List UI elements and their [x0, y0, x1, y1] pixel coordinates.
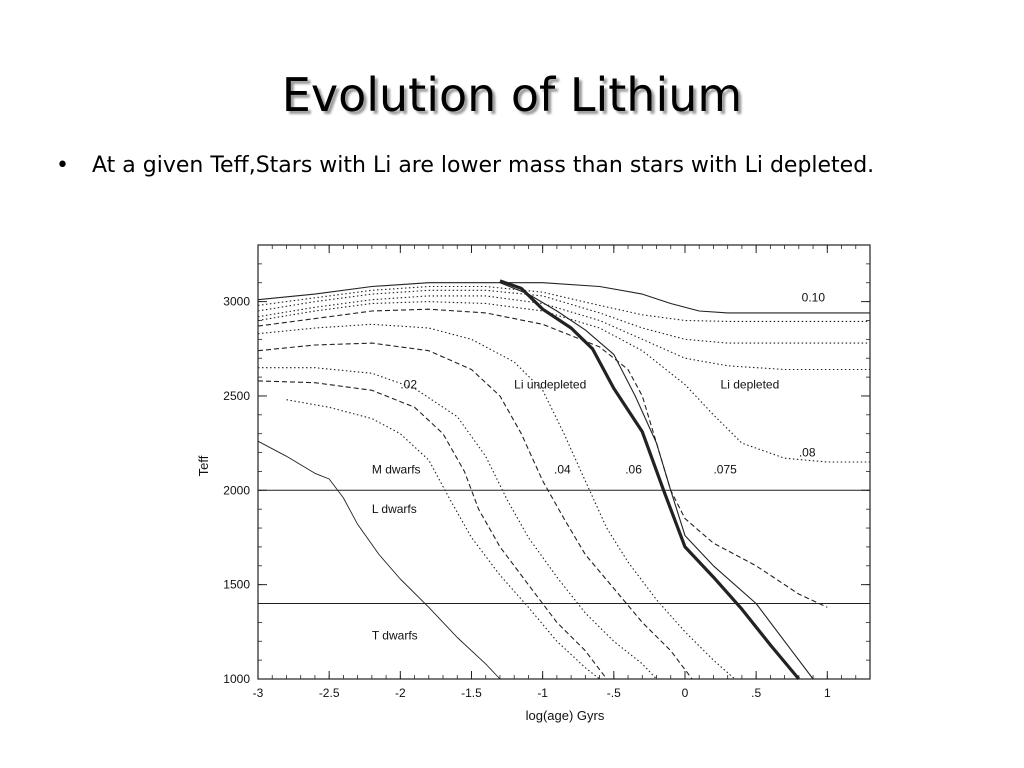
- x-tick-label: -1: [537, 686, 548, 700]
- x-tick-label: -2.5: [319, 686, 340, 700]
- x-tick-label: -.5: [607, 686, 621, 700]
- labels-layer: M dwarfs L dwarfs T dwarfs 0.10 .02 Li undepl…: [372, 291, 826, 643]
- region-label: M dwarfs: [372, 462, 421, 476]
- isochrone-line: [257, 285, 870, 322]
- region-label: L dwarfs: [372, 502, 417, 516]
- curve-annotation: 0.10: [802, 291, 826, 305]
- bullet-dot: •: [56, 153, 69, 178]
- region-label: T dwarfs: [372, 628, 418, 642]
- isochrone-line: [257, 289, 870, 344]
- slide-title: Evolution of Lithium: [281, 68, 743, 122]
- isochrone-line: [499, 279, 801, 681]
- isochrone-line: [286, 399, 600, 680]
- x-tick-label: 1: [824, 686, 831, 700]
- x-tick-label: -3: [253, 686, 264, 700]
- x-axis-label: log(age) Gyrs: [526, 708, 605, 723]
- curve-annotation: Li depleted: [721, 377, 780, 391]
- y-tick-label: 3000: [223, 295, 250, 309]
- isochrone-line: [257, 380, 608, 680]
- isochrone-line: [257, 301, 870, 463]
- isochrone-line: [257, 323, 736, 680]
- isochrone-line: [257, 440, 501, 680]
- curve-annotation: .02: [400, 377, 417, 391]
- x-tick-label: 0: [682, 686, 689, 700]
- isochrone-line: [257, 295, 870, 371]
- isochrone-line: [257, 342, 693, 680]
- isochrone-line: [499, 282, 814, 680]
- bullet-text: At a given Teff,Stars with Li are lower …: [92, 153, 875, 178]
- y-axis-label: Teff: [196, 455, 211, 476]
- y-tick-label: 2000: [223, 483, 250, 497]
- region-lines: [258, 489, 870, 605]
- x-tick-label: -2: [395, 686, 406, 700]
- curve-annotation: .06: [625, 462, 642, 476]
- y-tick-label: 1500: [223, 578, 250, 592]
- series-layer: [257, 279, 870, 681]
- ticks-layer: -3 -2.5 -2 -1.5 -1 -.5 0 .5 1 1000 1500 2000 2500 300…: [223, 244, 871, 700]
- x-tick-label: .5: [751, 686, 761, 700]
- y-tick-label: 1000: [223, 672, 250, 686]
- isochrone-line: [257, 282, 870, 314]
- curve-annotation: .04: [554, 462, 571, 476]
- curve-annotation: .075: [713, 462, 737, 476]
- x-tick-label: -1.5: [461, 686, 482, 700]
- curve-annotation: .08: [799, 445, 816, 459]
- y-tick-label: 2500: [223, 389, 250, 403]
- curve-annotation: Li undepleted: [514, 377, 586, 391]
